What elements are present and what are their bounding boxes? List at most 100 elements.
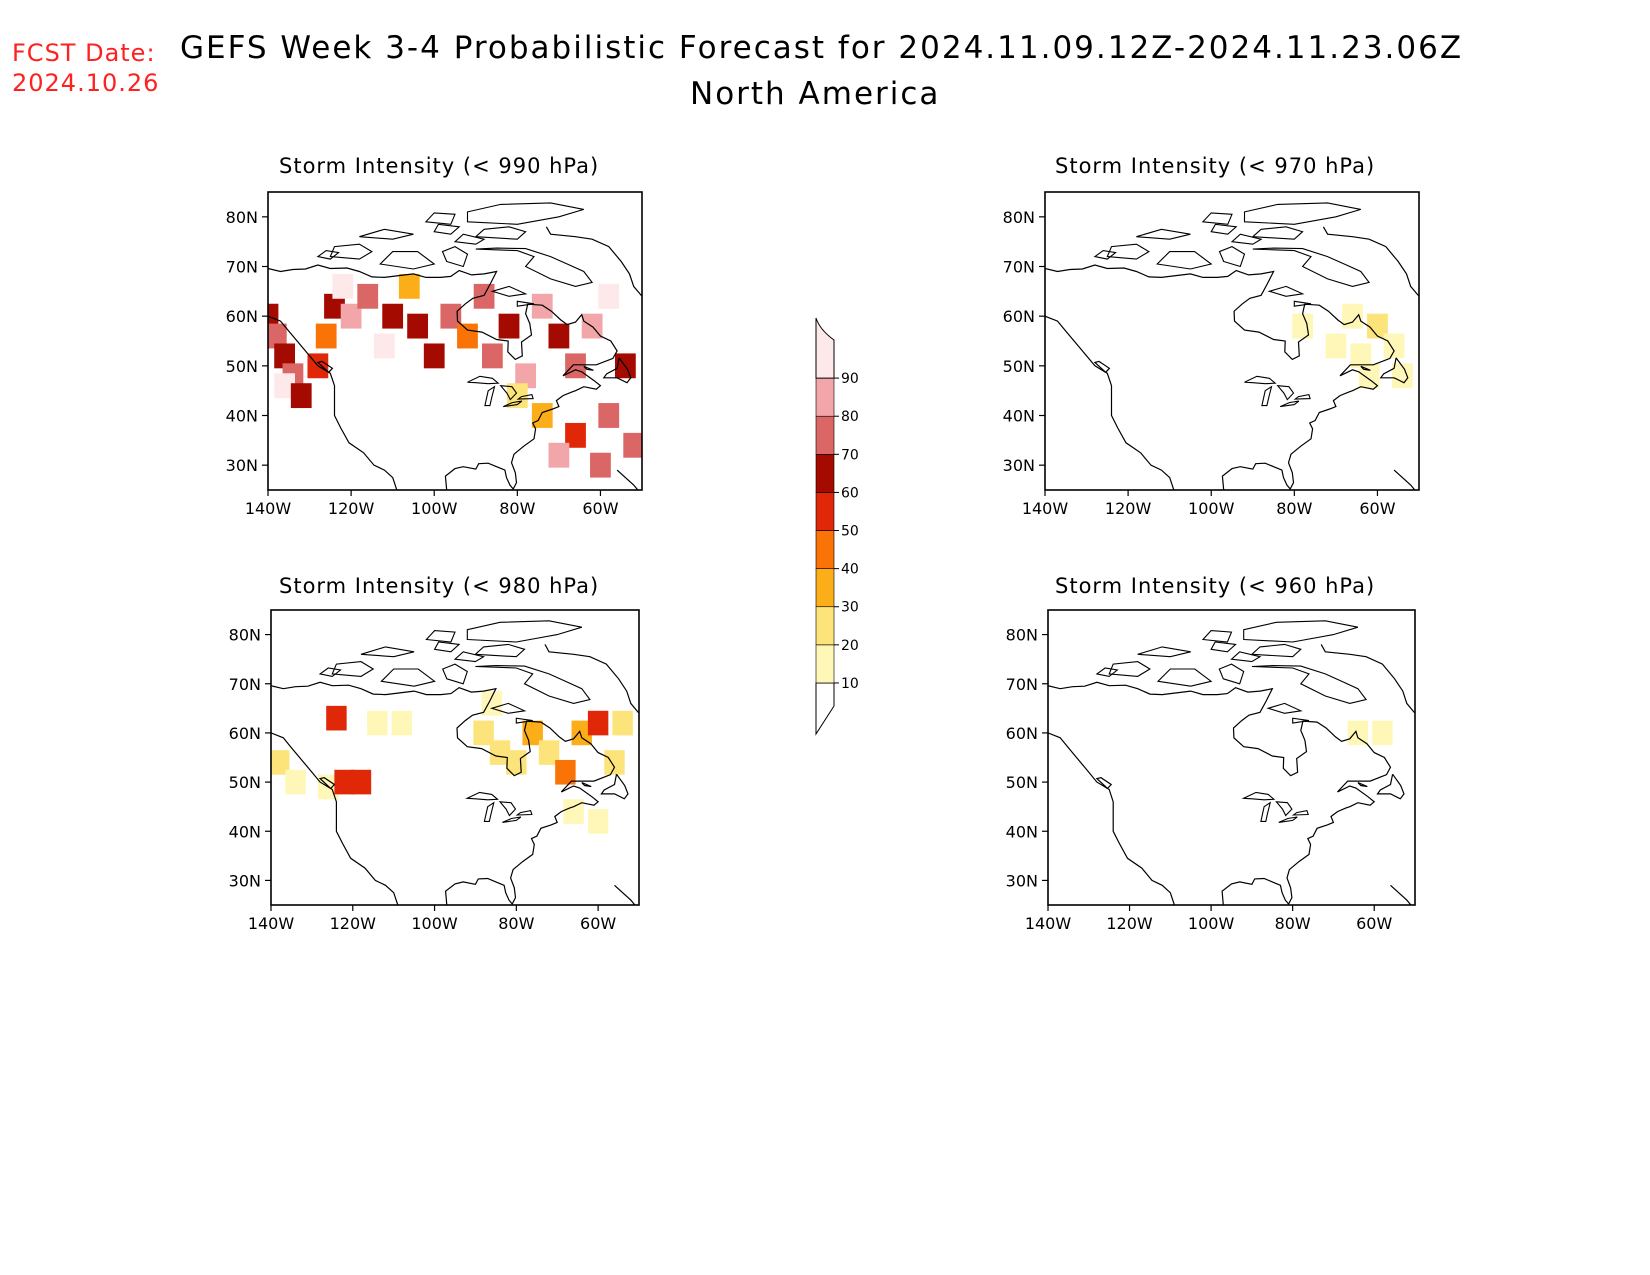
probability-cell xyxy=(481,691,503,716)
lon-tick-label: 60W xyxy=(1356,914,1392,933)
coastline xyxy=(1393,469,1416,490)
lake-outline xyxy=(1260,801,1272,822)
lat-tick-label: 30N xyxy=(229,871,261,890)
island-outline xyxy=(453,651,486,663)
island-outline xyxy=(329,243,373,260)
lat-tick-label: 80N xyxy=(1006,626,1038,645)
probability-cell xyxy=(1325,333,1347,359)
probability-cell xyxy=(531,403,553,428)
coastline xyxy=(268,264,618,490)
island-outline xyxy=(1136,228,1191,240)
map-background xyxy=(1045,192,1419,490)
probability-cell xyxy=(271,750,290,775)
lake-outline xyxy=(484,385,496,407)
island-outline xyxy=(1210,641,1237,653)
lat-tick-label: 40N xyxy=(229,822,261,841)
colorbar-band xyxy=(815,606,835,646)
island-outline xyxy=(433,223,461,235)
coastline xyxy=(614,884,636,905)
coastline xyxy=(1048,681,1392,905)
probability-cell xyxy=(590,452,611,478)
panel-title-980: Storm Intensity (< 980 hPa) xyxy=(279,574,600,598)
map-frame xyxy=(1047,609,1416,906)
island-outline xyxy=(490,285,528,297)
colorbar-band xyxy=(815,454,835,493)
lon-tick-label: 60W xyxy=(582,499,618,518)
island-outline xyxy=(489,702,527,714)
coastline xyxy=(1048,732,1175,905)
island-outline xyxy=(1252,247,1371,287)
lon-tick-label: 80W xyxy=(498,914,534,933)
island-outline xyxy=(1093,250,1117,260)
lat-tick-label: 50N xyxy=(229,773,261,792)
lat-tick-label: 70N xyxy=(1003,258,1035,277)
lat-tick-label: 60N xyxy=(226,307,258,326)
colorbar-tick-label: 20 xyxy=(841,638,859,654)
map-panel-p970: 80N 70N 60N 50N 40N 30N 140W 120W 100W 80W 60W xyxy=(1003,191,1420,518)
coastline xyxy=(316,360,334,373)
island-outline xyxy=(1267,285,1305,297)
probability-cell xyxy=(548,323,570,349)
probability-cell xyxy=(407,313,428,339)
lake-outline xyxy=(1279,400,1300,408)
island-outline xyxy=(1210,223,1238,235)
map-area xyxy=(1048,610,1415,905)
island-outline xyxy=(475,247,594,287)
colorbar-band xyxy=(815,568,835,608)
map-frame xyxy=(270,609,640,906)
figure-region: North America xyxy=(690,76,941,112)
lon-tick-label: 120W xyxy=(1105,499,1152,518)
lake-outline xyxy=(502,816,522,823)
map-area xyxy=(1045,192,1419,490)
colorbar-band xyxy=(815,377,835,417)
map-panel-p980: 80N 70N 60N 50N 40N 30N 140W 120W 100W 80W 60W xyxy=(229,609,640,933)
probability-cell xyxy=(565,422,586,448)
island-outline xyxy=(1201,212,1233,225)
panel-title-960: Storm Intensity (< 960 hPa) xyxy=(1055,574,1376,598)
panel-title-990: Storm Intensity (< 990 hPa) xyxy=(279,154,600,178)
probability-cell xyxy=(373,333,395,359)
lat-tick-label: 60N xyxy=(229,724,261,743)
probability-cell xyxy=(334,769,355,795)
island-outline xyxy=(1156,668,1213,687)
lat-tick-label: 30N xyxy=(226,456,258,475)
lat-tick-label: 30N xyxy=(1003,456,1035,475)
lake-outline xyxy=(465,791,499,801)
island-outline xyxy=(474,643,526,658)
probability-cell xyxy=(482,343,503,369)
lake-outline xyxy=(467,375,500,385)
lon-tick-label: 140W xyxy=(245,499,292,518)
probability-cell xyxy=(1347,720,1369,746)
island-outline xyxy=(380,668,436,687)
lon-tick-label: 80W xyxy=(499,499,535,518)
probability-cell xyxy=(290,383,312,409)
greenland-coast xyxy=(1322,226,1419,297)
probability-cell xyxy=(285,769,306,795)
probability-cell xyxy=(548,442,570,468)
probability-cell xyxy=(587,710,609,736)
probability-cell xyxy=(506,383,528,409)
probability-cell xyxy=(457,323,478,349)
map-background xyxy=(1048,610,1415,905)
probability-cell xyxy=(1292,313,1314,339)
coastline xyxy=(1045,264,1395,490)
coastline xyxy=(600,773,629,800)
probability-cell xyxy=(555,759,576,785)
probability-cell xyxy=(473,283,495,309)
island-outline xyxy=(360,646,415,658)
probability-cell xyxy=(1383,333,1405,359)
coastline xyxy=(616,469,639,490)
colorbar-tick-label: 90 xyxy=(841,371,859,387)
forecast-date-label: FCST Date: xyxy=(12,39,156,67)
lat-tick-label: 40N xyxy=(1006,822,1038,841)
lon-tick-label: 100W xyxy=(411,499,458,518)
figure-title: GEFS Week 3-4 Probabilistic Forecast for… xyxy=(180,30,1464,66)
coastline xyxy=(1095,777,1113,789)
lon-tick-label: 100W xyxy=(411,914,458,933)
probability-cell xyxy=(268,323,287,349)
island-outline xyxy=(359,228,414,240)
lake-outline xyxy=(498,801,517,817)
island-outline xyxy=(379,251,436,270)
probability-cell xyxy=(274,373,296,399)
island-outline xyxy=(1292,717,1310,724)
